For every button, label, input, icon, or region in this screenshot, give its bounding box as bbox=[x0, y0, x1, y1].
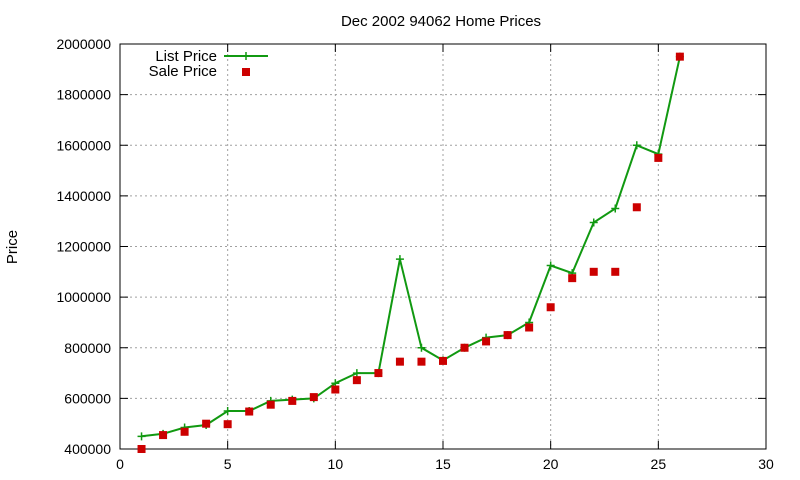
legend-label-sale-price: Sale Price bbox=[149, 63, 217, 80]
sale-price-point bbox=[439, 356, 447, 365]
sale-price-point bbox=[546, 303, 555, 312]
axis-ticks bbox=[119, 43, 767, 450]
y-tick-label: 2000000 bbox=[56, 36, 111, 52]
list-price-point bbox=[546, 261, 555, 270]
sale-price-point bbox=[331, 385, 340, 394]
sale-price-point bbox=[309, 393, 318, 402]
x-tick-label: 20 bbox=[543, 456, 559, 472]
list-price-point bbox=[352, 369, 361, 378]
x-tick-label: 10 bbox=[328, 456, 344, 472]
list-price-point bbox=[417, 343, 426, 352]
list-price-point bbox=[223, 407, 232, 416]
chart-title: Dec 2002 94062 Home Prices bbox=[341, 13, 541, 30]
sale-price-point bbox=[589, 267, 598, 276]
legend: List Price Sale Price bbox=[149, 48, 268, 80]
x-tick-label: 5 bbox=[224, 456, 232, 472]
legend-label-list-price: List Price bbox=[155, 48, 217, 65]
list-price-point bbox=[632, 141, 641, 150]
sale-price-point bbox=[395, 357, 404, 366]
y-tick-label: 1200000 bbox=[56, 239, 111, 255]
y-tick-label: 400000 bbox=[64, 441, 111, 457]
list-price-point bbox=[611, 204, 620, 213]
sale-price-point bbox=[352, 376, 361, 385]
y-tick-label: 1600000 bbox=[56, 137, 111, 153]
sale-price-point bbox=[482, 337, 491, 346]
sale-price-point bbox=[460, 343, 469, 352]
sale-price-point bbox=[525, 323, 534, 332]
sale-price-point bbox=[180, 427, 189, 436]
x-tick-label: 25 bbox=[651, 456, 667, 472]
sale-price-point bbox=[245, 407, 254, 416]
sale-price-point bbox=[632, 203, 641, 212]
sale-price-point bbox=[137, 445, 146, 453]
y-tick-label: 800000 bbox=[64, 340, 111, 356]
x-tick-label: 15 bbox=[435, 456, 451, 472]
sale-price-point bbox=[568, 274, 577, 283]
sale-price-point bbox=[288, 396, 297, 405]
sale-price-point bbox=[266, 400, 275, 409]
list-price-point bbox=[137, 432, 146, 441]
x-tick-label: 30 bbox=[758, 456, 774, 472]
y-tick-label: 1000000 bbox=[56, 289, 111, 305]
y-tick-label: 1400000 bbox=[56, 188, 111, 204]
list-price-point bbox=[395, 255, 404, 264]
y-tick-label: 600000 bbox=[64, 390, 111, 406]
sale-price-point bbox=[374, 369, 383, 378]
sale-price-point bbox=[202, 419, 211, 428]
y-axis-label: Price bbox=[4, 230, 21, 264]
y-tick-label: 1800000 bbox=[56, 87, 111, 103]
sale-price-point bbox=[417, 357, 426, 366]
x-tick-label: 0 bbox=[116, 456, 124, 472]
legend-marker-sale-price bbox=[242, 68, 250, 76]
sale-price-point bbox=[675, 52, 684, 61]
legend-marker-list-price bbox=[242, 52, 250, 60]
list-price-point bbox=[589, 218, 598, 227]
sale-price-point bbox=[159, 431, 168, 440]
sale-price-point bbox=[223, 420, 232, 429]
sale-price-point bbox=[654, 153, 663, 162]
tick-labels: 400000 600000 800000 1000000 1200000 1400000 1… bbox=[56, 36, 774, 472]
data-series bbox=[137, 52, 684, 453]
sale-price-point bbox=[611, 267, 620, 276]
sale-price-point bbox=[503, 331, 512, 340]
